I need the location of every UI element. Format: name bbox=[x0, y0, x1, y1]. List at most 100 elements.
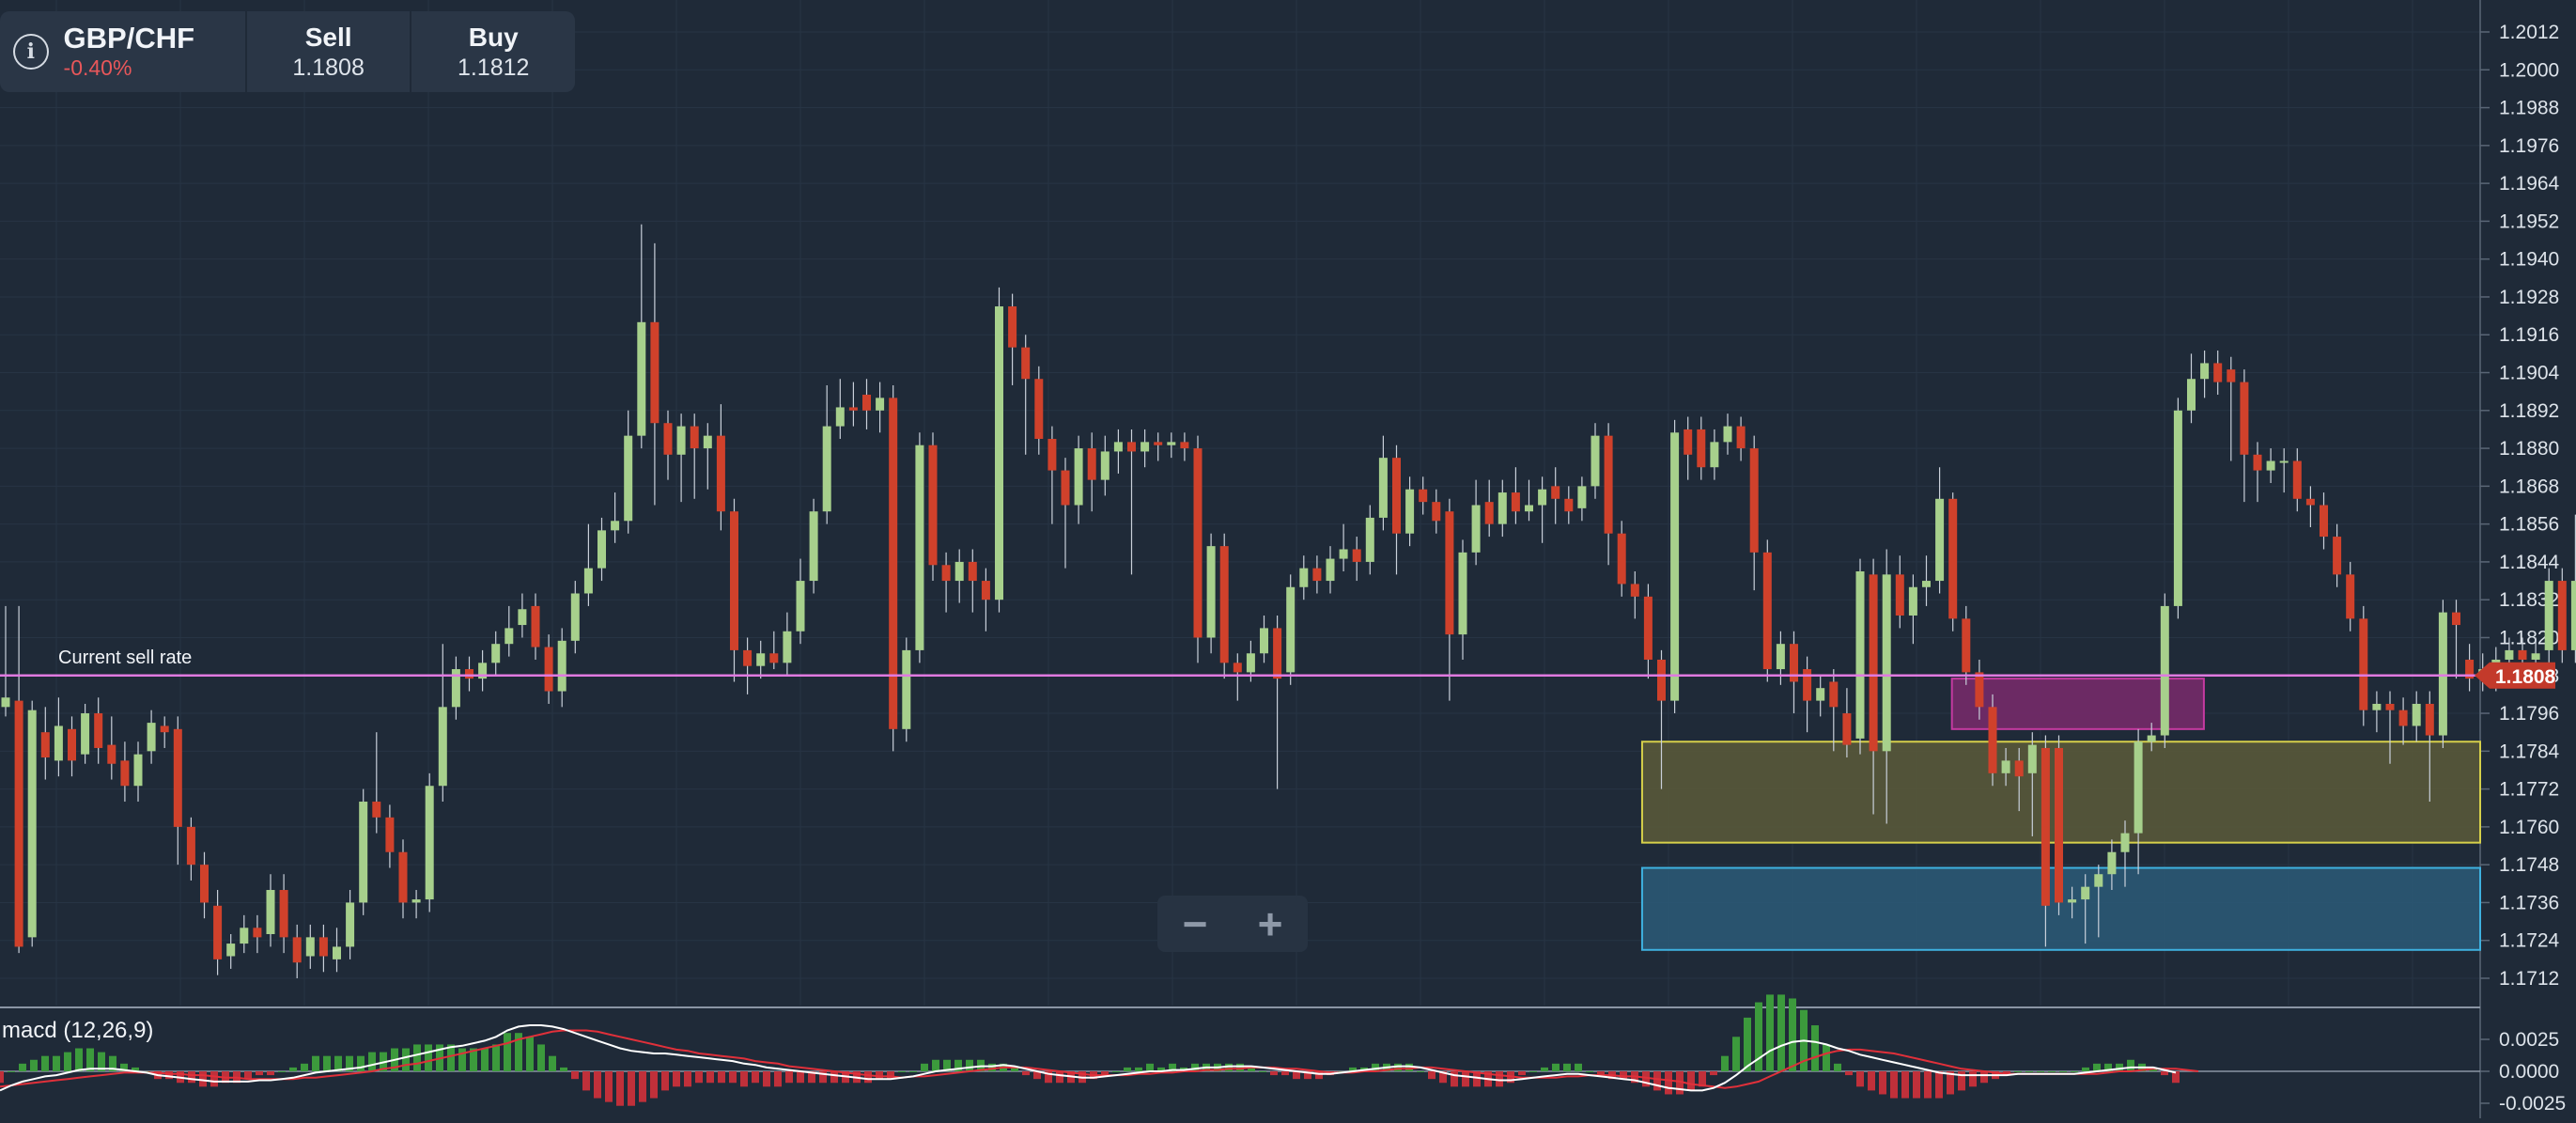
candle-body bbox=[1935, 499, 1944, 581]
candle-body bbox=[1631, 584, 1639, 596]
macd-histogram-bar bbox=[267, 1071, 274, 1075]
macd-histogram-bar bbox=[876, 1071, 883, 1079]
macd-histogram-bar bbox=[549, 1056, 556, 1071]
y-tick-label: 1.1904 bbox=[2499, 363, 2560, 384]
macd-histogram-bar bbox=[1721, 1056, 1729, 1071]
macd-histogram-bar bbox=[492, 1044, 500, 1071]
macd-histogram-bar bbox=[64, 1053, 71, 1071]
candle-body bbox=[134, 755, 143, 787]
sell-button[interactable]: Sell 1.1808 bbox=[245, 11, 411, 92]
candle-body bbox=[1432, 502, 1440, 521]
macd-histogram-bar bbox=[988, 1064, 996, 1071]
macd-tick-label: 0.0025 bbox=[2499, 1029, 2559, 1051]
candle-body bbox=[889, 398, 897, 728]
macd-histogram-bar bbox=[0, 1071, 4, 1083]
candle-body bbox=[2028, 745, 2037, 773]
candle-body bbox=[2558, 581, 2567, 650]
macd-histogram-bar bbox=[1789, 998, 1796, 1071]
candle-down bbox=[1194, 436, 1203, 663]
candle-body bbox=[2107, 852, 2116, 874]
candle-up bbox=[995, 288, 1003, 613]
candle-body bbox=[372, 802, 380, 818]
macd-histogram-bar bbox=[594, 1071, 601, 1099]
candle-down bbox=[889, 385, 897, 751]
info-icon[interactable]: i bbox=[13, 34, 49, 70]
candle-body bbox=[769, 653, 778, 663]
plus-icon[interactable]: + bbox=[1233, 896, 1308, 952]
macd-histogram-bar bbox=[1405, 1064, 1413, 1071]
macd-histogram-bar bbox=[199, 1071, 207, 1086]
candle-body bbox=[611, 521, 619, 530]
y-tick-label: 1.2012 bbox=[2499, 22, 2559, 43]
macd-histogram-bar bbox=[1259, 1071, 1266, 1072]
macd-histogram-bar bbox=[413, 1044, 421, 1071]
candle-body bbox=[2346, 574, 2354, 618]
candle-down bbox=[1948, 492, 1957, 632]
candle-body bbox=[293, 937, 302, 962]
candle-body bbox=[2148, 736, 2156, 742]
macd-histogram-bar bbox=[481, 1049, 489, 1071]
y-tick-label: 1.1892 bbox=[2499, 400, 2559, 422]
macd-histogram-bar bbox=[1428, 1071, 1435, 1079]
candle-body bbox=[1286, 587, 1295, 673]
macd-histogram-bar bbox=[1856, 1071, 1864, 1086]
macd-histogram-bar bbox=[41, 1056, 49, 1071]
macd-histogram-bar bbox=[75, 1049, 83, 1071]
macd-histogram-bar bbox=[2059, 1071, 2067, 1072]
candle-body bbox=[2081, 887, 2089, 899]
macd-histogram-bar bbox=[504, 1033, 511, 1071]
macd-histogram-bar bbox=[1901, 1071, 1909, 1099]
candle-body bbox=[650, 322, 659, 423]
candle-body bbox=[28, 710, 37, 938]
candle-body bbox=[584, 569, 593, 594]
macd-histogram-bar bbox=[1417, 1071, 1424, 1072]
candle-body bbox=[1379, 458, 1388, 518]
candle-body bbox=[439, 707, 447, 786]
candle-body bbox=[1710, 442, 1718, 467]
candle-body bbox=[2386, 704, 2395, 710]
candle-body bbox=[730, 511, 738, 650]
candle-body bbox=[1724, 427, 1732, 443]
macd-histogram-bar bbox=[650, 1071, 658, 1099]
candle-body bbox=[81, 713, 89, 755]
candle-body bbox=[942, 565, 951, 581]
candle-body bbox=[2121, 834, 2130, 852]
macd-histogram-bar bbox=[1890, 1071, 1898, 1099]
candle-body bbox=[571, 593, 580, 640]
candle-body bbox=[1989, 707, 1997, 772]
candle-body bbox=[2094, 874, 2103, 886]
candle-down bbox=[1220, 534, 1229, 678]
candle-body bbox=[200, 865, 209, 902]
sell-label: Sell bbox=[305, 22, 352, 54]
macd-histogram-bar bbox=[1845, 1071, 1853, 1075]
candle-up bbox=[426, 773, 434, 912]
macd-histogram-bar bbox=[966, 1060, 973, 1071]
candle-body bbox=[532, 606, 540, 647]
buy-button[interactable]: Buy 1.1812 bbox=[410, 11, 575, 92]
candle-body bbox=[491, 644, 500, 663]
candle-body bbox=[1538, 490, 1546, 506]
candle-body bbox=[2399, 710, 2408, 726]
candle-body bbox=[1829, 681, 1838, 707]
macd-histogram-bar bbox=[256, 1071, 263, 1075]
candle-body bbox=[1498, 492, 1507, 524]
candle-body bbox=[1551, 486, 1560, 498]
macd-histogram-bar bbox=[864, 1071, 872, 1083]
macd-tick-label: 0.0000 bbox=[2499, 1061, 2559, 1083]
macd-histogram-bar bbox=[706, 1071, 714, 1083]
candle-body bbox=[68, 729, 76, 761]
candle-body bbox=[2227, 369, 2235, 382]
minus-icon[interactable]: − bbox=[1157, 896, 1233, 952]
candle-body bbox=[1777, 644, 1785, 669]
candle-body bbox=[1340, 549, 1348, 558]
candle-body bbox=[1154, 442, 1162, 445]
candle-up bbox=[2439, 600, 2447, 748]
candle-body bbox=[1883, 574, 1891, 751]
macd-histogram-bar bbox=[1710, 1071, 1717, 1075]
candle-down bbox=[2558, 569, 2567, 663]
candle-body bbox=[2240, 382, 2248, 455]
candle-body bbox=[518, 609, 526, 625]
candle-body bbox=[465, 669, 473, 678]
candle-body bbox=[2359, 618, 2367, 710]
candle-body bbox=[213, 906, 222, 959]
